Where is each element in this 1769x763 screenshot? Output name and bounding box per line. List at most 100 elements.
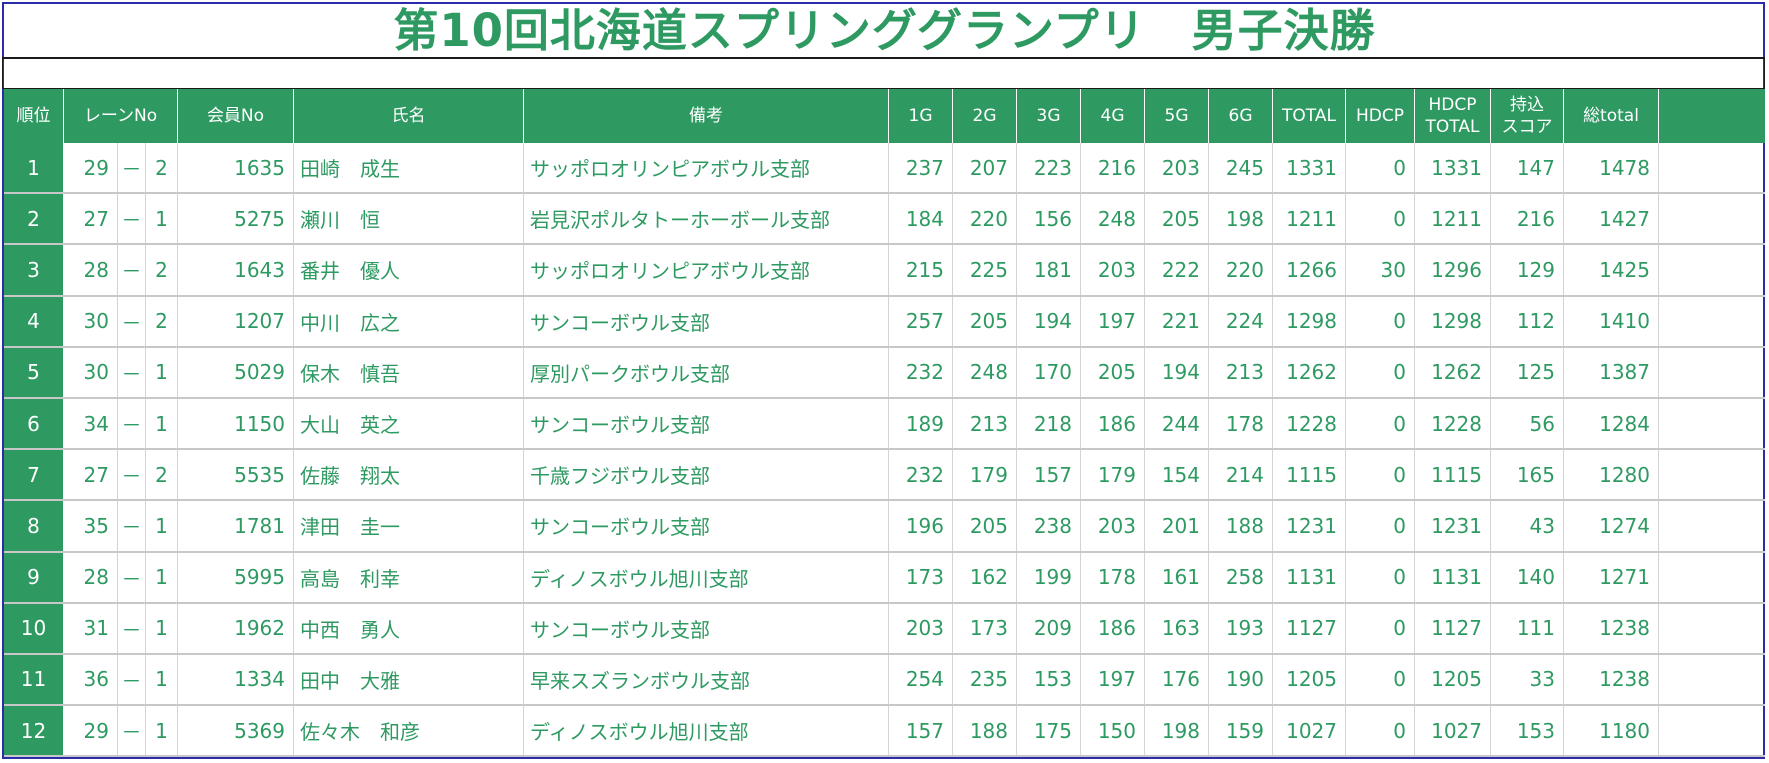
cell-g4: 186	[1081, 603, 1145, 653]
cell-lane-dash: －	[118, 501, 146, 551]
cell-rank: 3	[4, 245, 64, 295]
cell-name: 中西 勇人	[294, 603, 524, 653]
cell-g1: 173	[889, 552, 953, 602]
cell-sum: 1410	[1564, 296, 1659, 346]
cell-name: 瀬川 恒	[294, 194, 524, 244]
header-total: TOTAL	[1273, 89, 1346, 143]
cell-rank: 7	[4, 450, 64, 500]
header-g1: 1G	[889, 89, 953, 143]
cell-g3: 218	[1017, 398, 1081, 449]
cell-g2: 205	[953, 501, 1017, 551]
header-name: 氏名	[294, 89, 524, 143]
cell-g2: 188	[953, 706, 1017, 756]
cell-total: 1205	[1273, 654, 1346, 705]
cell-sum: 1274	[1564, 501, 1659, 551]
cell-g5: 222	[1145, 245, 1209, 295]
cell-member: 1635	[178, 143, 294, 193]
cell-sum: 1425	[1564, 245, 1659, 295]
cell-g1: 254	[889, 654, 953, 705]
cell-lane-b: 1	[146, 347, 178, 397]
table-row: 2 27 － 1 5275 瀬川 恒岩見沢ポルタトーホーボール支部 184 220 156 248…	[4, 194, 1765, 246]
header-g5: 5G	[1145, 89, 1209, 143]
cell-lane-a: 30	[64, 296, 118, 346]
table-row: 3 28 － 2 1643 番井 優人 サッポロオリンピアボウル支部 215 225 181 203…	[4, 245, 1765, 297]
cell-empty	[1659, 706, 1762, 755]
cell-g5: 203	[1145, 143, 1209, 193]
cell-g3: 156	[1017, 194, 1081, 244]
cell-name: 大山 英之	[294, 398, 524, 449]
cell-sum: 1427	[1564, 194, 1659, 244]
cell-hdcp-total: 1231	[1415, 501, 1491, 551]
cell-carry: 140	[1491, 552, 1564, 602]
cell-g2: 225	[953, 245, 1017, 295]
cell-hdcp: 0	[1346, 347, 1415, 397]
cell-lane-a: 27	[64, 450, 118, 500]
cell-hdcp: 0	[1346, 398, 1415, 449]
cell-lane-a: 35	[64, 501, 118, 551]
cell-note: サンコーボウル支部	[524, 296, 889, 346]
cell-lane-a: 28	[64, 552, 118, 602]
cell-g2: 248	[953, 347, 1017, 397]
cell-g5: 161	[1145, 552, 1209, 602]
cell-empty	[1659, 501, 1762, 550]
cell-g2: 213	[953, 398, 1017, 449]
header-sum: 総total	[1564, 89, 1659, 143]
cell-empty	[1659, 245, 1762, 294]
table-body: 1 29 － 2 1635 田崎 成生 サッポロオリンピアボウル支部 237 207 223 216…	[4, 143, 1765, 758]
cell-lane-a: 34	[64, 398, 118, 449]
cell-rank: 1	[4, 143, 64, 193]
table-row: 9 28 － 1 5995 高島 利幸 ディノスボウル旭川支部 173 162 199 178 161…	[4, 552, 1765, 604]
cell-member: 1150	[178, 398, 294, 449]
cell-lane-a: 29	[64, 143, 118, 193]
cell-hdcp-total: 1115	[1415, 450, 1491, 500]
table-row: 6 34 － 1 1150 大山 英之 サンコーボウル支部 189 213 218 186 244 17…	[4, 398, 1765, 451]
cell-lane-a: 31	[64, 603, 118, 653]
cell-name: 津田 圭一	[294, 501, 524, 551]
cell-name: 保木 慎吾	[294, 347, 524, 397]
cell-member: 5535	[178, 450, 294, 500]
cell-g2: 220	[953, 194, 1017, 244]
header-rank: 順位	[4, 89, 64, 143]
cell-lane-b: 1	[146, 603, 178, 653]
cell-g1: 237	[889, 143, 953, 193]
cell-hdcp: 0	[1346, 501, 1415, 551]
cell-g1: 257	[889, 296, 953, 346]
cell-hdcp: 0	[1346, 143, 1415, 193]
cell-hdcp: 0	[1346, 654, 1415, 705]
cell-g5: 201	[1145, 501, 1209, 551]
cell-g6: 214	[1209, 450, 1273, 500]
cell-name: 佐藤 翔太	[294, 450, 524, 500]
cell-hdcp-total: 1262	[1415, 347, 1491, 397]
cell-carry: 112	[1491, 296, 1564, 346]
header-carry-line1: 持込	[1510, 95, 1544, 115]
cell-rank: 10	[4, 603, 64, 653]
cell-g4: 150	[1081, 706, 1145, 756]
cell-g1: 215	[889, 245, 953, 295]
cell-total: 1027	[1273, 706, 1346, 756]
cell-g4: 179	[1081, 450, 1145, 500]
cell-g5: 205	[1145, 194, 1209, 244]
cell-sum: 1238	[1564, 654, 1659, 705]
cell-rank: 4	[4, 296, 64, 346]
header-hdcp: HDCP	[1346, 89, 1415, 143]
cell-empty	[1659, 399, 1762, 448]
header-carry-line2: スコア	[1501, 117, 1553, 137]
cell-g4: 197	[1081, 654, 1145, 705]
cell-carry: 111	[1491, 603, 1564, 653]
cell-empty	[1659, 450, 1762, 499]
cell-lane-b: 2	[146, 245, 178, 295]
cell-empty	[1659, 143, 1762, 192]
cell-g6: 245	[1209, 143, 1273, 193]
cell-lane-b: 1	[146, 552, 178, 602]
cell-rank: 11	[4, 654, 64, 705]
cell-member: 5995	[178, 552, 294, 602]
cell-lane-b: 1	[146, 706, 178, 756]
cell-g5: 194	[1145, 347, 1209, 397]
cell-g1: 184	[889, 194, 953, 244]
cell-lane-dash: －	[118, 296, 146, 346]
cell-g6: 178	[1209, 398, 1273, 449]
cell-empty	[1659, 604, 1762, 653]
cell-g5: 244	[1145, 398, 1209, 449]
cell-g4: 186	[1081, 398, 1145, 449]
cell-g3: 181	[1017, 245, 1081, 295]
